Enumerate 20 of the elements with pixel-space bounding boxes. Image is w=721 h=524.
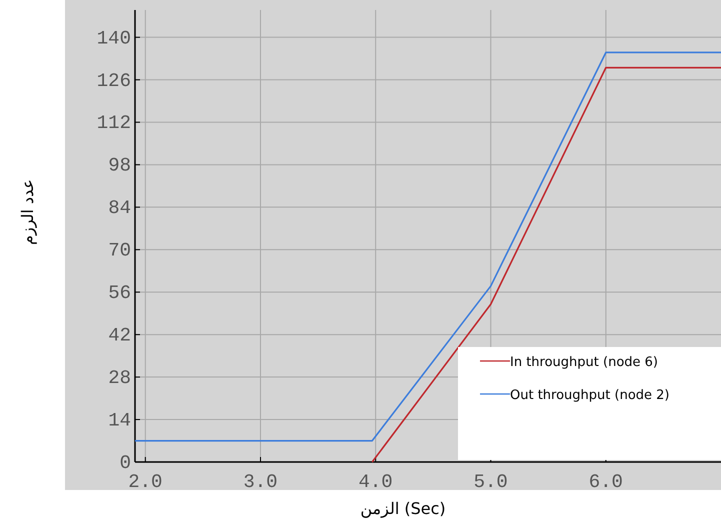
y-tick-label: 0 (120, 452, 131, 474)
y-tick-label: 56 (108, 282, 131, 304)
y-tick-label: 112 (96, 112, 131, 134)
y-tick-label: 140 (96, 27, 131, 50)
y-axis-title: عدد الرزم (18, 179, 37, 245)
y-tick-label: 42 (108, 324, 131, 347)
x-tick-label: 3.0 (243, 471, 278, 493)
x-tick-label: 5.0 (474, 471, 508, 493)
y-tick-label: 70 (108, 240, 131, 262)
y-tick-label: 126 (96, 70, 131, 92)
legend-label: In throughput (node 6) (510, 355, 658, 370)
legend-label: Out throughput (node 2) (510, 388, 670, 403)
y-tick-label: 98 (108, 154, 131, 177)
y-tick-label: 14 (108, 410, 131, 432)
y-tick-label: 28 (108, 367, 131, 390)
x-tick-label: 2.0 (128, 471, 162, 493)
y-tick-label: 84 (108, 197, 131, 220)
x-tick-label: 4.0 (358, 471, 393, 493)
x-axis-title: الزمن (Sec) (360, 499, 446, 518)
x-tick-label: 6.0 (588, 471, 623, 493)
